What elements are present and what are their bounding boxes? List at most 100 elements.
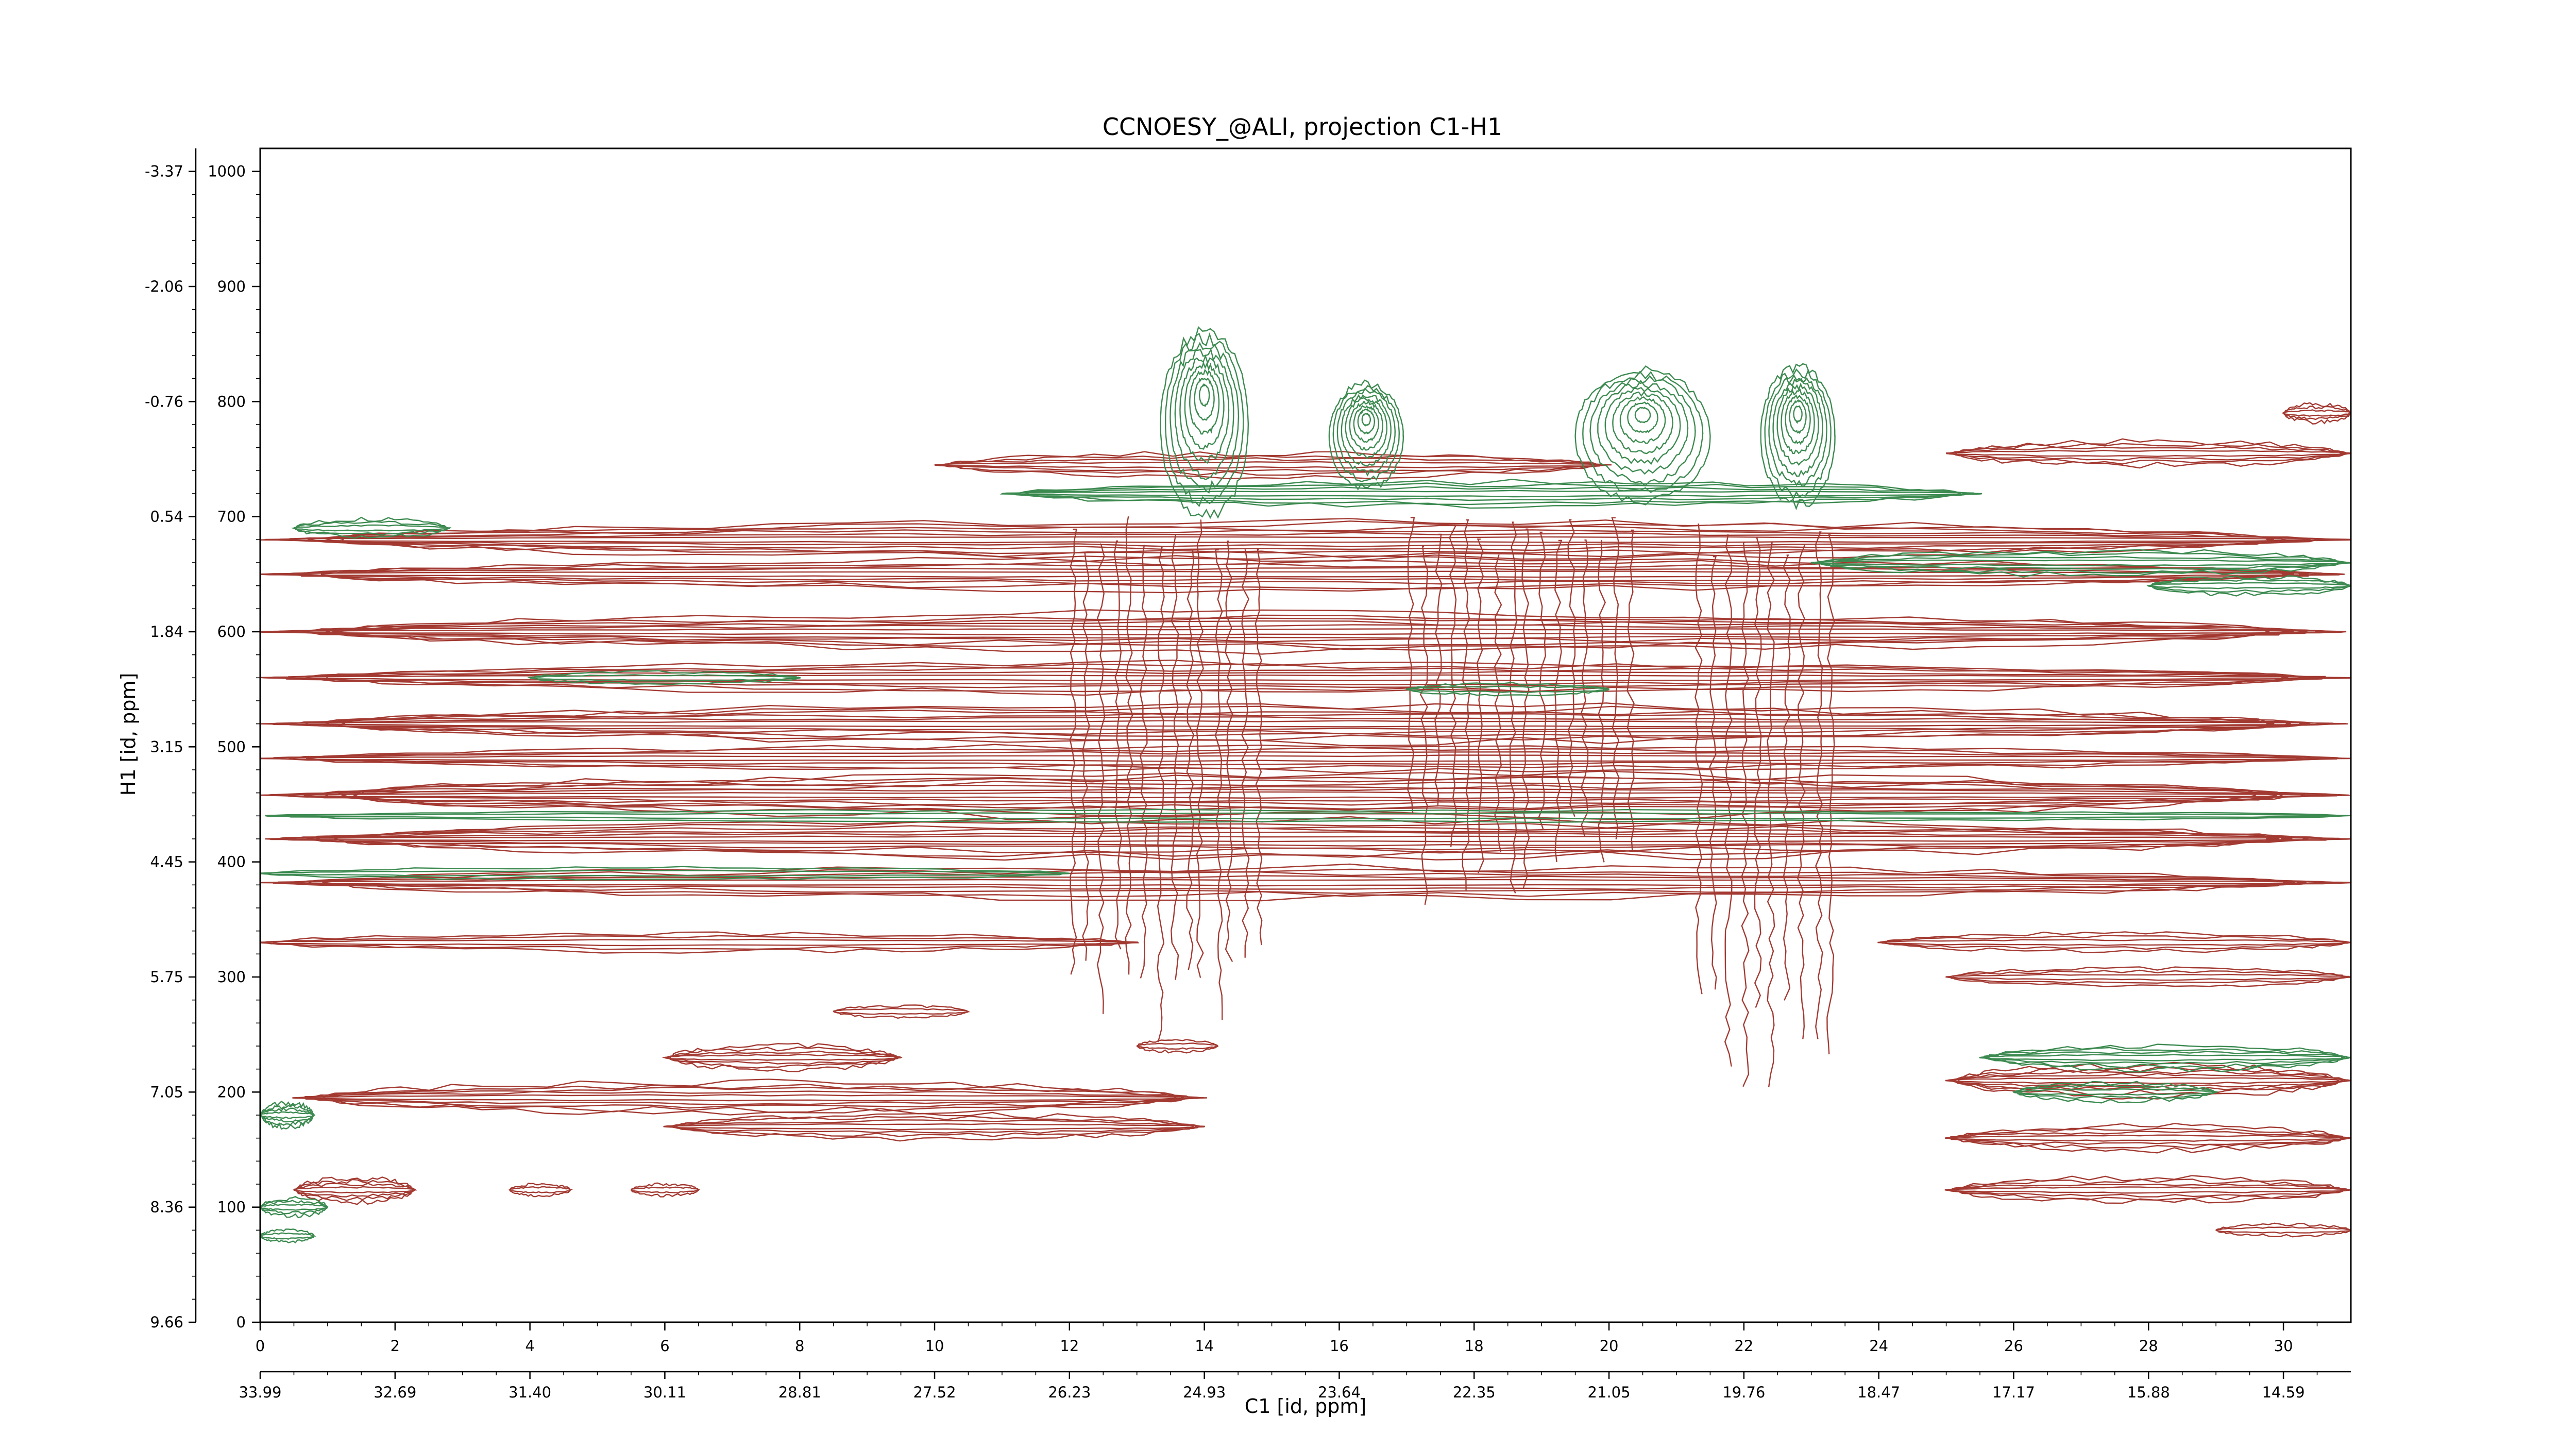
negative-peak-contour	[1634, 407, 1651, 424]
negative-contour-level	[2015, 1081, 2214, 1104]
positive-contour-level	[1950, 1069, 2346, 1091]
positive-contour-level	[295, 1178, 415, 1201]
positive-contour-level	[662, 1054, 903, 1061]
positive-contour-level	[669, 1042, 899, 1072]
positive-contour-level	[301, 1090, 1200, 1105]
negative-contour-level	[1407, 682, 1609, 697]
positive-contour-level	[2216, 1222, 2351, 1238]
x-ppm-tick-label: 18.47	[1857, 1384, 1900, 1401]
positive-contour-level	[296, 1176, 414, 1205]
positive-contour-level	[1877, 938, 2351, 946]
negative-contour-level	[1815, 555, 2349, 570]
positive-contour-stripe	[1724, 534, 1733, 1067]
positive-contour-level	[312, 1084, 1186, 1113]
y-axis-ppm: 9.66 8.36 7.05 5.75 4.45 3.15 1.84 0.54 -0.76 -2.…	[145, 148, 197, 1331]
positive-contour-level	[285, 529, 2324, 551]
positive-contour-level	[322, 863, 2296, 902]
positive-contour-level	[306, 1086, 1193, 1109]
negative-peak-contour	[1361, 412, 1371, 427]
positive-contour-level	[833, 1004, 970, 1019]
positive-contour-level	[1944, 1186, 2351, 1194]
positive-contour-level	[1880, 935, 2350, 950]
positive-contour-level	[1954, 438, 2344, 469]
negative-contour-level	[260, 1100, 314, 1130]
positive-contour-level	[286, 784, 2327, 806]
positive-contour-level	[276, 532, 2343, 548]
positive-contour-level	[260, 628, 2347, 635]
positive-contour-level	[1884, 931, 2347, 953]
x-ppm-tick-label: 14.59	[2262, 1384, 2305, 1401]
x-tick-label: 0	[256, 1337, 265, 1355]
negative-contour-level	[265, 866, 1066, 881]
x-tick-label: 28	[2139, 1337, 2158, 1355]
chart-title: CCNOESY_@ALI, projection C1-H1	[1103, 113, 1502, 141]
x-tick-label: 4	[525, 1337, 534, 1355]
x-tick-label: 10	[925, 1337, 944, 1355]
negative-contour-level	[1981, 1051, 2350, 1065]
positive-contour-level	[285, 828, 2327, 851]
negative-peak-contour	[1789, 399, 1807, 434]
negative-contour-level	[2150, 575, 2351, 597]
positive-contour-level	[289, 713, 2327, 735]
x-tick-label: 24	[1869, 1337, 1888, 1355]
positive-contour-level	[1952, 966, 2346, 987]
negative-contour-level	[2012, 1088, 2219, 1096]
y-tick-label: 300	[217, 968, 246, 986]
negative-peak-contour	[1627, 401, 1658, 433]
x-ppm-tick-label: 24.93	[1183, 1384, 1226, 1401]
negative-peak-contour	[1612, 391, 1674, 454]
y-ppm-tick-label: 4.45	[150, 853, 183, 871]
negative-peak-contour	[1332, 385, 1400, 482]
x-ppm-tick-label: 15.88	[2127, 1384, 2170, 1401]
positive-contour-level	[285, 871, 2327, 895]
x-tick-label: 26	[2004, 1337, 2023, 1355]
negative-peak-contour	[1785, 394, 1811, 445]
positive-contour-stripe	[1521, 528, 1530, 888]
positive-contour-level	[325, 659, 2291, 696]
negative-contour-level	[999, 490, 1982, 498]
negative-peak-contour	[1619, 396, 1666, 444]
positive-contour-stripe	[1754, 537, 1762, 1008]
positive-contour-level	[1945, 973, 2351, 981]
negative-peak-contour	[1582, 370, 1704, 493]
negative-peak-contour	[1345, 397, 1388, 460]
negative-contour-level	[275, 808, 2340, 823]
negative-contour-level	[260, 869, 1070, 878]
y-tick-label: 700	[217, 508, 246, 526]
y-ppm-tick-label: 3.15	[150, 738, 183, 755]
positive-contour-level	[323, 777, 2283, 811]
x-ppm-tick-label: 27.52	[913, 1384, 956, 1401]
y-ppm-tick-label: -2.06	[145, 278, 183, 295]
negative-contour-level	[2148, 578, 2351, 594]
positive-contour-level	[665, 1050, 901, 1065]
negative-peak-contour	[1160, 326, 1249, 519]
x-ppm-tick-label: 23.64	[1318, 1384, 1361, 1401]
positive-contour-level	[1955, 1123, 2343, 1154]
negative-contour-level	[1818, 551, 2344, 574]
y-tick-label: 200	[217, 1083, 246, 1101]
y-tick-label: 0	[236, 1313, 246, 1331]
x-axis-ppm: 33.99 32.69 31.40 30.11 28.81 27.52 26.23 24.93…	[239, 1371, 2351, 1401]
negative-peak-contour	[1793, 405, 1803, 424]
y-tick-label: 100	[217, 1199, 246, 1216]
positive-contour-stripe	[1815, 531, 1824, 1039]
negative-contour-level	[295, 516, 448, 539]
negative-peak-contour	[1336, 387, 1396, 477]
negative-peak-contour	[1574, 365, 1711, 506]
positive-contour-level	[275, 624, 2342, 639]
positive-contour-stripe	[1580, 539, 1589, 837]
positive-contour-level	[320, 614, 2294, 650]
y-tick-label: 500	[217, 738, 246, 755]
positive-contour-level	[323, 1079, 1179, 1116]
positive-contour-level	[292, 1094, 1208, 1102]
negative-contour-level	[1008, 486, 1975, 501]
negative-contour-level	[1022, 479, 1961, 509]
positive-contour-level	[269, 670, 2333, 685]
positive-contour-level	[353, 770, 2257, 821]
negative-contour-level	[531, 670, 800, 685]
negative-peak-contour	[1174, 348, 1234, 480]
y-ppm-tick-label: 8.36	[150, 1199, 183, 1216]
positive-contour-level	[306, 744, 2303, 774]
